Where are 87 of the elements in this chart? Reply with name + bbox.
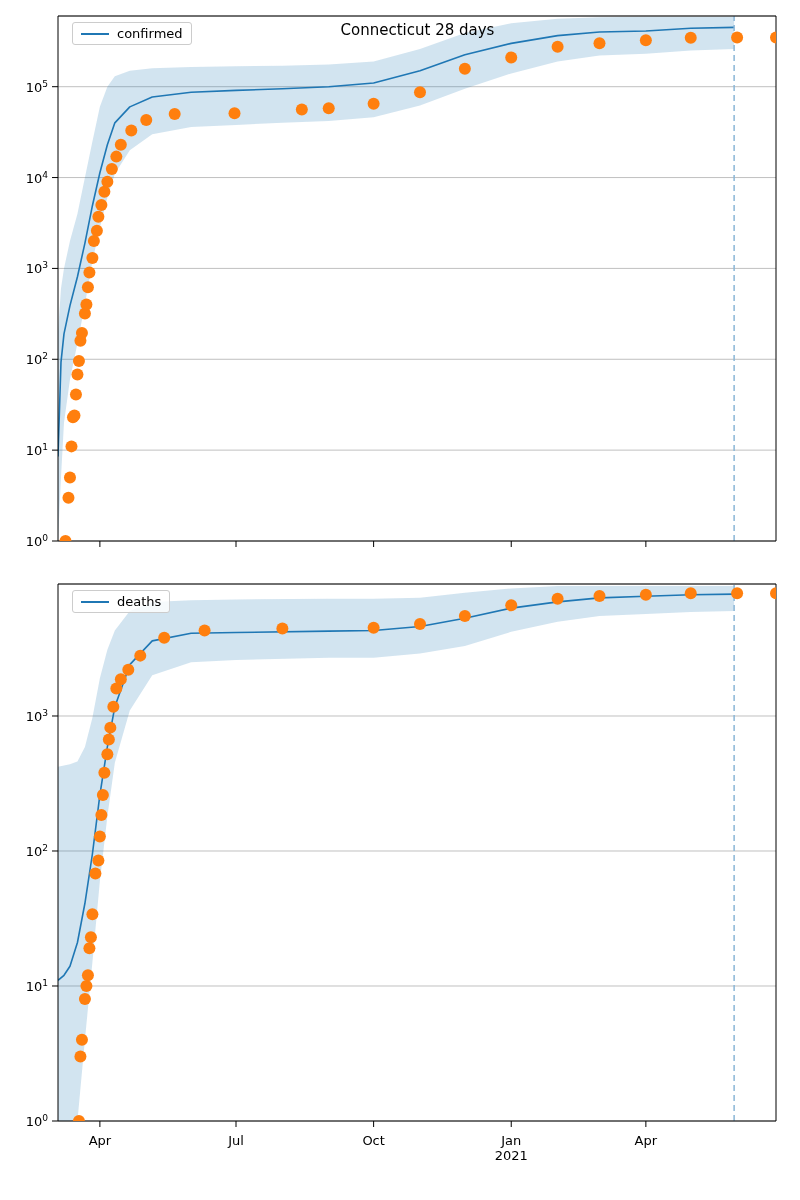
point bbox=[75, 1033, 88, 1046]
x-tick-label: Apr bbox=[634, 1132, 658, 1148]
point bbox=[87, 235, 100, 248]
point bbox=[413, 86, 426, 99]
legend-label: confirmed bbox=[117, 26, 183, 41]
point bbox=[125, 124, 138, 137]
point bbox=[593, 589, 606, 602]
point bbox=[102, 733, 115, 746]
point bbox=[114, 138, 127, 151]
point bbox=[65, 440, 78, 453]
point bbox=[81, 281, 94, 294]
point bbox=[593, 37, 606, 50]
point bbox=[78, 993, 91, 1006]
x-tick-label: Jan 2021 bbox=[494, 1132, 528, 1163]
point bbox=[101, 748, 114, 761]
point bbox=[114, 673, 127, 686]
point bbox=[71, 368, 84, 381]
point bbox=[228, 107, 241, 120]
point bbox=[62, 491, 75, 504]
point bbox=[684, 587, 697, 600]
chart-title: Connecticut 28 days bbox=[340, 21, 495, 39]
point bbox=[98, 766, 111, 779]
x-tick-label: Oct bbox=[362, 1132, 385, 1148]
point bbox=[86, 908, 99, 921]
point bbox=[92, 854, 105, 867]
point bbox=[639, 34, 652, 47]
point bbox=[295, 103, 308, 116]
point bbox=[413, 618, 426, 631]
point bbox=[105, 163, 118, 176]
point bbox=[731, 587, 744, 600]
point bbox=[168, 108, 181, 121]
point bbox=[80, 298, 93, 311]
point bbox=[95, 808, 108, 821]
y-tick-label: 10$^{1}$ bbox=[25, 978, 48, 994]
point bbox=[107, 700, 120, 713]
point bbox=[92, 210, 105, 223]
point bbox=[158, 631, 171, 644]
point bbox=[72, 354, 85, 367]
point bbox=[98, 185, 111, 198]
y-tick-label: 10$^{3}$ bbox=[25, 260, 49, 277]
point bbox=[83, 942, 96, 955]
point bbox=[80, 980, 93, 992]
point bbox=[93, 830, 106, 843]
x-tick-label: Apr bbox=[88, 1132, 112, 1148]
y-tick-label: 10$^{0}$ bbox=[25, 1113, 49, 1129]
point bbox=[684, 31, 697, 44]
point bbox=[83, 266, 96, 279]
point bbox=[140, 114, 153, 127]
point bbox=[110, 150, 123, 163]
point bbox=[90, 224, 103, 237]
point bbox=[63, 471, 76, 484]
point bbox=[134, 649, 147, 662]
point bbox=[89, 867, 102, 880]
point bbox=[551, 40, 564, 53]
point bbox=[276, 622, 289, 635]
x-tick-label: Jul bbox=[227, 1132, 244, 1148]
point bbox=[84, 931, 97, 944]
point bbox=[86, 252, 99, 265]
point bbox=[367, 97, 380, 110]
point bbox=[639, 588, 652, 601]
point bbox=[101, 175, 114, 188]
point bbox=[731, 31, 744, 44]
point bbox=[551, 592, 564, 605]
y-tick-label: 10$^{5}$ bbox=[25, 78, 48, 95]
y-tick-label: 10$^{4}$ bbox=[25, 169, 49, 186]
point bbox=[198, 624, 211, 637]
point bbox=[322, 102, 335, 115]
point bbox=[81, 969, 94, 982]
y-tick-label: 10$^{0}$ bbox=[25, 533, 49, 549]
point bbox=[458, 610, 471, 623]
point bbox=[110, 682, 123, 695]
point bbox=[367, 621, 380, 634]
y-tick-label: 10$^{1}$ bbox=[25, 442, 48, 459]
y-tick-label: 10$^{3}$ bbox=[25, 707, 49, 724]
point bbox=[505, 51, 518, 64]
point bbox=[458, 62, 471, 75]
point bbox=[122, 663, 135, 676]
y-tick-label: 10$^{2}$ bbox=[25, 843, 48, 859]
point bbox=[75, 326, 88, 339]
point bbox=[96, 788, 109, 801]
point bbox=[95, 198, 108, 211]
point bbox=[104, 721, 117, 734]
legend-label: deaths bbox=[117, 594, 162, 609]
point bbox=[505, 599, 518, 612]
point bbox=[69, 388, 82, 401]
point bbox=[74, 1050, 87, 1063]
y-tick-label: 10$^{2}$ bbox=[25, 351, 48, 368]
